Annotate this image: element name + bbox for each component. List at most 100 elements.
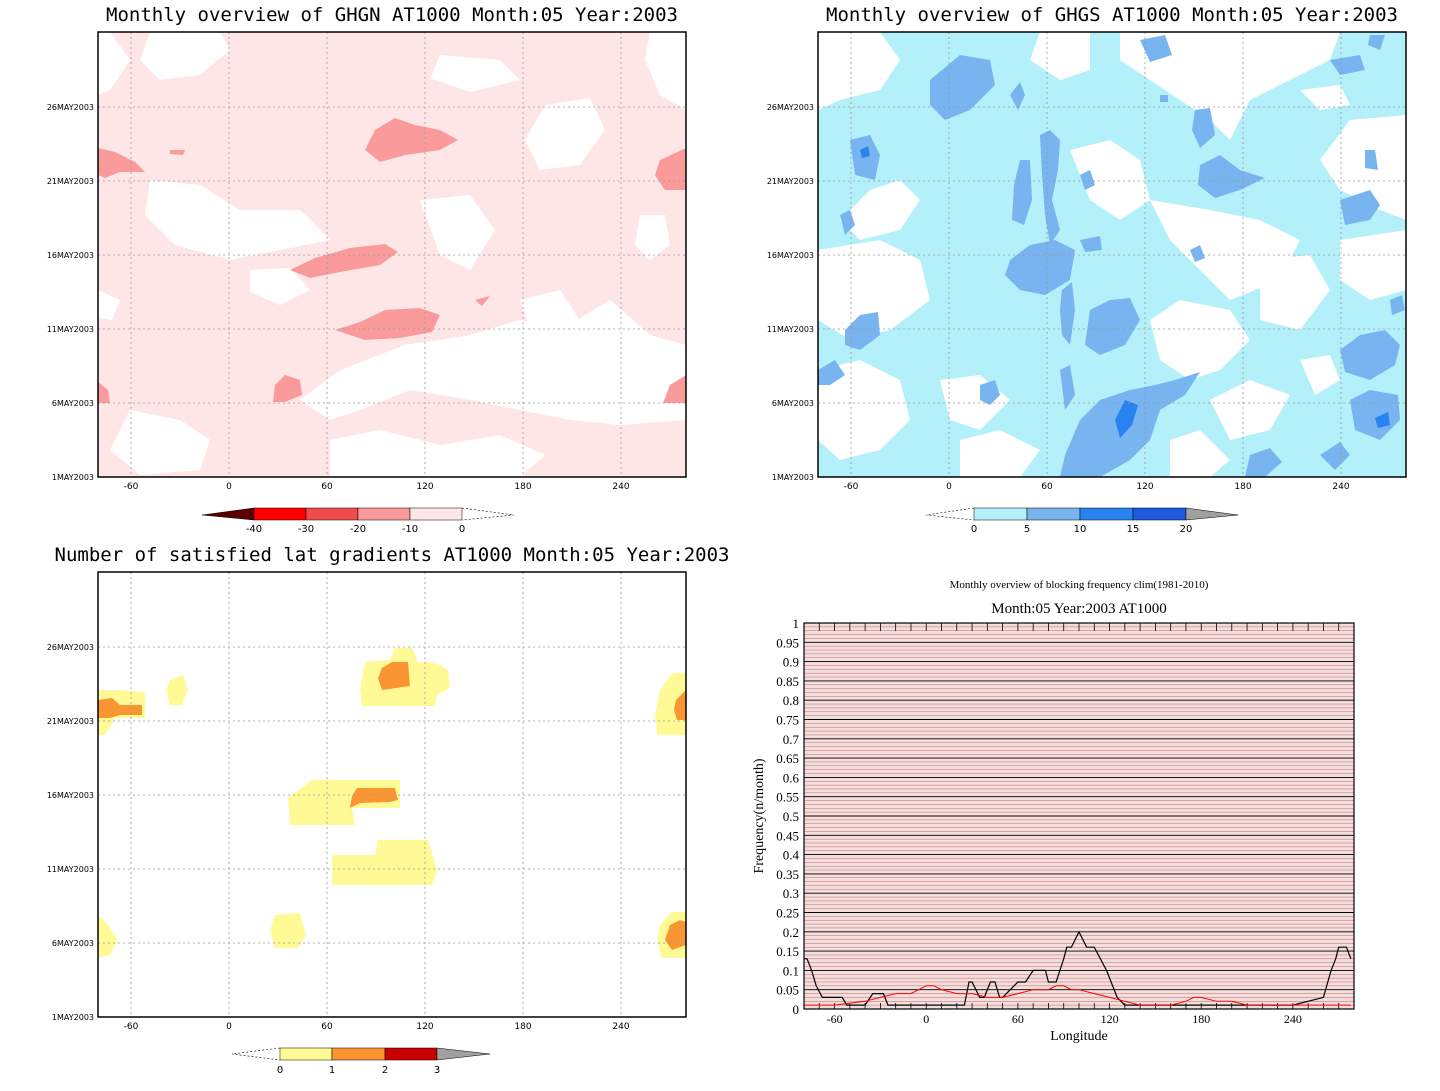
ghgn-region-10-to-20	[170, 150, 185, 155]
ghgs-x-tick-label: 0	[946, 482, 952, 492]
blocking-y-tick-label: 0.6	[783, 770, 800, 785]
ghgn-frame	[97, 31, 687, 478]
blocking-title: Monthly overview of blocking frequency c…	[950, 579, 1209, 591]
ghgs-region-5-to-10	[845, 312, 880, 350]
ghgs-zero-region	[818, 360, 910, 460]
latgrad-colorbar-swatch	[436, 1047, 491, 1061]
latgrad-y-ticks: 1MAY2003 6MAY2003 11MAY2003 16MAY2003 21…	[47, 643, 94, 1022]
ghgs-zero-region	[818, 32, 900, 110]
ghgs-region-5-to-10	[1340, 190, 1380, 225]
ghgs-x-ticks: -60 0 60 120 180 240	[844, 482, 1350, 492]
ghgs-region-5-to-10	[1320, 442, 1350, 470]
ghgn-zero-region	[98, 32, 130, 95]
blocking-y-tick-label: 0.2	[783, 925, 799, 940]
ghgn-zero-region	[330, 430, 545, 477]
ghgs-region-10-to-15	[860, 146, 870, 158]
ghgn-region-10-to-20	[98, 148, 145, 178]
ghgs-zero-region	[1340, 230, 1406, 300]
blocking-frame	[803, 622, 1355, 1010]
ghgs-region-5-to-10	[1080, 170, 1095, 190]
ghgn-zero-region	[430, 55, 520, 92]
ghgn-zero-region	[110, 410, 210, 475]
ghgs-region-5-to-10	[930, 55, 995, 120]
latgrad-colorbar-label: 2	[382, 1065, 388, 1076]
ghgn-colorbar: -40 -30 -20 -10 0	[201, 507, 515, 535]
latgrad-colorbar-label: 3	[434, 1065, 440, 1076]
latgrad-colorbar-label: 1	[329, 1065, 335, 1076]
ghgn-zero-region	[145, 180, 330, 260]
blocking-y-tick-label: 0.35	[776, 867, 799, 882]
latgrad-y-tick-label: 6MAY2003	[52, 939, 94, 948]
blocking-y-tick-label: 0.85	[776, 674, 799, 689]
blocking-y-tick-label: 0.95	[776, 635, 799, 650]
ghgn-x-tick-label: -60	[124, 482, 139, 492]
blocking-subtitle: Month:05 Year:2003 AT1000	[991, 601, 1166, 617]
ghgn-colorbar-label: -40	[246, 524, 262, 535]
blocking-y-tick-label: 0.65	[776, 751, 799, 766]
blocking-y-tick-label: 0.5	[783, 809, 799, 824]
latgrad-x-tick-label: 60	[321, 1022, 333, 1032]
ghgs-zero-region	[1260, 255, 1330, 330]
ghgs-x-tick-label: 240	[1332, 482, 1349, 492]
ghgn-x-tick-label: 0	[226, 482, 232, 492]
latgrad-region-0-to-1	[166, 675, 188, 705]
ghgn-zero-region	[98, 290, 120, 320]
latgrad-x-tick-label: -60	[124, 1022, 139, 1032]
blocking-y-tick-label: 0.8	[783, 693, 799, 708]
ghgs-field	[818, 32, 1406, 477]
ghgn-colorbar-swatch	[305, 507, 359, 521]
blocking-x-axis-label: Longitude	[1050, 1029, 1108, 1044]
blocking-y-tick-label: 1	[793, 616, 800, 631]
ghgs-colorbar-empty-arrow	[925, 507, 975, 521]
ghgs-region-5-to-10	[1060, 365, 1075, 410]
latgrad-x-tick-label: 120	[416, 1022, 433, 1032]
ghgs-y-tick-label: 26MAY2003	[767, 103, 814, 112]
ghgs-region-5-to-10	[1245, 448, 1282, 477]
ghgs-region-5-to-10	[1080, 236, 1102, 252]
ghgn-x-tick-label: 180	[514, 482, 531, 492]
latgrad-y-tick-label: 16MAY2003	[47, 791, 94, 800]
ghgn-x-ticks: -60 0 60 120 180 240	[124, 482, 630, 492]
ghgs-zero-region	[1300, 85, 1350, 110]
ghgs-zero-region	[1320, 115, 1406, 220]
ghgs-colorbar-label: 10	[1074, 524, 1087, 535]
ghgn-y-tick-label: 11MAY2003	[47, 325, 94, 334]
ghgn-field	[98, 32, 686, 477]
latgrad-colorbar-empty-arrow	[231, 1047, 281, 1061]
ghgs-zero-region	[1120, 32, 1340, 140]
ghgs-region-5-to-10	[1160, 95, 1168, 102]
blocking-x-ticks: -60 0 60 120 180 240	[827, 1012, 1302, 1026]
latgrad-title: Number of satisfied lat gradients AT1000…	[55, 544, 730, 566]
latgrad-x-ticks: -60 0 60 120 180 240	[124, 1022, 630, 1032]
ghgs-region-5-to-10	[1330, 55, 1365, 75]
ghgn-region-10-to-20	[663, 375, 686, 403]
ghgs-zero-region	[1300, 355, 1340, 395]
latgrad-y-tick-label: 26MAY2003	[47, 643, 94, 652]
ghgs-zero-region	[1030, 32, 1090, 80]
latgrad-region-1-to-2	[665, 920, 686, 950]
ghgs-zero-region	[1150, 300, 1250, 380]
ghgs-region-5-to-10	[1390, 295, 1405, 315]
latgrad-region-1-to-2	[378, 662, 410, 690]
latgrad-region-1-to-2	[674, 690, 686, 720]
ghgn-x-tick-label: 240	[612, 482, 629, 492]
blocking-y-tick-label: 0.55	[776, 790, 799, 805]
panel-lat-gradients: Number of satisfied lat gradients AT1000…	[47, 544, 730, 1076]
ghgs-zero-region	[840, 180, 920, 240]
blocking-y-tick-label: 0.7	[783, 732, 800, 747]
ghgn-y-tick-label: 21MAY2003	[47, 177, 94, 186]
latgrad-x-tick-label: 240	[612, 1022, 629, 1032]
latgrad-gridlines	[98, 572, 686, 1017]
ghgn-colorbar-swatch	[357, 507, 411, 521]
ghgs-region-5-to-10	[1040, 130, 1060, 245]
blocking-y-ticks: 0 0.05 0.1 0.15 0.2 0.25 0.3 0.35 0.4 0.…	[776, 616, 799, 1017]
ghgn-zero-region	[635, 215, 670, 260]
latgrad-region-0-to-1	[332, 840, 437, 885]
ghgs-region-5-to-10	[1192, 108, 1215, 148]
latgrad-x-tick-label: 0	[226, 1022, 232, 1032]
ghgn-region-10-to-20	[365, 118, 458, 162]
latgrad-region-0-to-1	[270, 913, 306, 948]
blocking-y-tick-label: 0.45	[776, 828, 799, 843]
ghgn-region-10-to-20	[335, 308, 440, 340]
ghgs-colorbar-label: 0	[971, 524, 977, 535]
